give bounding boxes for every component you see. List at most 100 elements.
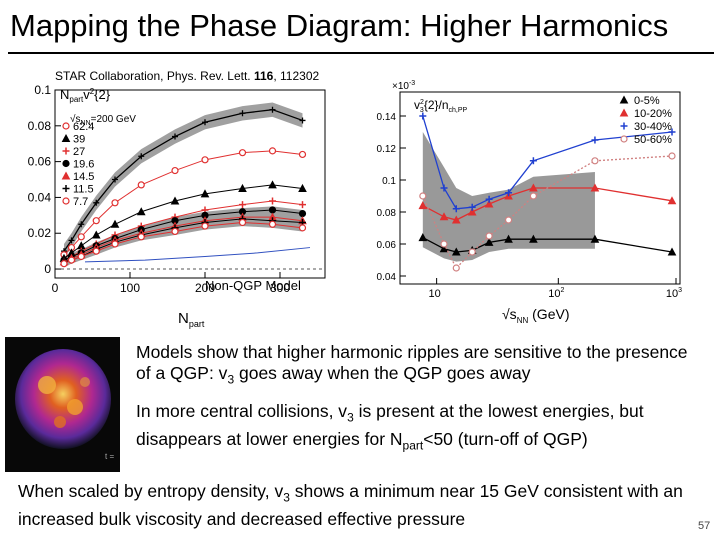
left-series-top-point — [93, 199, 100, 206]
right-legend-marker-0-5% — [619, 95, 629, 104]
citation: STAR Collaboration, Phys. Rev. Lett. 116… — [55, 69, 319, 83]
left-ytick-label: 0.06 — [28, 155, 52, 169]
right-series-point-10-20% — [451, 215, 461, 224]
right-series-point-50-60% — [504, 216, 513, 224]
citation-suffix: , 112302 — [273, 69, 320, 83]
right-series-point-50-60% — [452, 264, 460, 272]
left-chart: 00.020.040.060.080.10 100 200 300 62.439271… — [28, 83, 326, 329]
left-legend-marker-27 — [62, 147, 70, 155]
left-ytick-label: 0 — [44, 262, 51, 276]
right-legend-label-0-5%: 0-5% — [634, 95, 660, 107]
left-series-point-27 — [269, 197, 276, 205]
page-number: 57 — [698, 520, 711, 532]
left-series-top-point — [112, 176, 118, 183]
right-series-point-50-60% — [668, 152, 676, 160]
right-ytick-label: 0.06 — [377, 240, 397, 251]
right-series-point-0-5% — [504, 234, 513, 243]
right-chart-scale: ×10-3 — [392, 80, 415, 92]
left-chart-xlabel: Npart — [178, 310, 205, 329]
left-series-point-39 — [136, 207, 146, 216]
left-legend-label-27: 27 — [73, 146, 85, 158]
left-series-point-7.7 — [268, 220, 277, 228]
left-chart-energy-legend: √sNN=200 GeV — [70, 113, 136, 127]
left-legend-label-19.6: 19.6 — [73, 159, 94, 171]
left-series-point-39 — [110, 219, 120, 228]
right-series-point-10-20% — [667, 196, 677, 205]
left-series-point-19.6 — [268, 206, 277, 214]
left-series-point-62.4 — [111, 199, 119, 207]
right-xtick-label: 103 — [666, 287, 682, 300]
left-series-point-7.7 — [60, 260, 68, 268]
left-chart-series — [59, 106, 311, 268]
left-series-point-39 — [268, 180, 277, 189]
left-series-point-7.7 — [201, 222, 209, 230]
left-legend-marker-14.5 — [61, 171, 71, 180]
right-series-point-30-40% — [468, 203, 476, 211]
left-series-point-39 — [298, 183, 307, 192]
right-series-point-0-5% — [590, 234, 600, 243]
left-series-point-27 — [239, 201, 246, 209]
left-series-point-7.7 — [77, 252, 85, 261]
body-text-central: In more central collisions, v3 is presen… — [136, 401, 644, 452]
left-series-point-7.7 — [111, 240, 119, 248]
left-legend-marker-62.4 — [62, 122, 70, 130]
left-series-point-62.4 — [268, 147, 277, 155]
left-xtick-label: 200 — [195, 281, 215, 295]
left-series-point-7.7 — [171, 227, 179, 236]
left-series-point-39 — [91, 230, 101, 239]
left-top-band — [64, 102, 303, 259]
left-series-point-7.7 — [137, 233, 145, 241]
right-series-point-0-5% — [484, 237, 494, 246]
right-series-point-10-20% — [484, 199, 494, 208]
left-series-point-62.4 — [171, 166, 179, 175]
right-legend-marker-50-60% — [620, 135, 628, 143]
right-series-point-10-20% — [439, 212, 449, 221]
left-series-point-39 — [200, 189, 210, 198]
left-series-point-19.6 — [298, 209, 307, 218]
right-series-point-10-20% — [418, 201, 428, 210]
right-series-point-10-20% — [590, 183, 600, 192]
left-legend-marker-39 — [61, 133, 71, 142]
right-chart-axes: 0.04 0.06 0.08 0.1 0.12 0.14 10 102 103 — [377, 91, 682, 300]
left-series-top-point — [299, 117, 306, 124]
left-series-top-point — [269, 106, 276, 113]
right-series-point-30-40% — [485, 195, 493, 203]
right-chart-legend: 0-5%10-20%30-40%50-60% — [619, 95, 672, 146]
left-xtick-label: 100 — [120, 281, 140, 295]
left-xtick-label: 0 — [52, 281, 59, 295]
sim-time-label: t = — [105, 452, 114, 461]
left-series-point-62.4 — [77, 233, 85, 241]
left-plot-frame — [54, 89, 326, 279]
qgp-simulation-image: t = — [5, 337, 120, 472]
citation-volume: 116 — [253, 69, 274, 83]
left-chart-axes: 0 0.02 0.04 0.06 0.08 0.1 0 100 200 300 — [28, 83, 326, 295]
right-series-point-50-60% — [440, 240, 448, 248]
left-legend-label-62.4: 62.4 — [73, 121, 94, 133]
left-chart-annotation: Non-QGP Model — [205, 278, 301, 293]
left-series-point-7.7 — [298, 224, 307, 232]
left-series-point-7.7 — [67, 256, 76, 264]
slide-title: Mapping the Phase Diagram: Higher Harmon… — [10, 8, 669, 43]
right-series-point-30-40% — [440, 184, 448, 192]
left-series-top-point — [78, 221, 85, 228]
left-ytick-label: 0.04 — [28, 190, 52, 204]
left-series-point-39 — [238, 183, 247, 192]
right-legend-label-50-60%: 50-60% — [634, 134, 672, 146]
left-model-line — [84, 247, 311, 263]
left-series-point-62.4 — [137, 181, 145, 189]
right-legend-label-30-40%: 30-40% — [634, 121, 672, 133]
right-series-point-0-5% — [667, 247, 677, 256]
left-series-top-point — [202, 119, 208, 126]
right-series-point-10-20% — [467, 207, 477, 216]
right-xtick-label: 10 — [429, 288, 441, 300]
right-ytick-label: 0.12 — [377, 144, 397, 155]
left-legend-label-7.7: 7.7 — [73, 196, 88, 208]
right-series-point-50-60% — [468, 248, 476, 256]
left-series-top-point — [172, 133, 178, 140]
left-series-point-62.4 — [298, 150, 307, 159]
right-series-point-0-5% — [418, 233, 428, 242]
left-legend-label-11.5: 11.5 — [73, 184, 94, 196]
right-series-point-0-5% — [451, 247, 461, 256]
right-ytick-label: 0.1 — [382, 176, 396, 187]
